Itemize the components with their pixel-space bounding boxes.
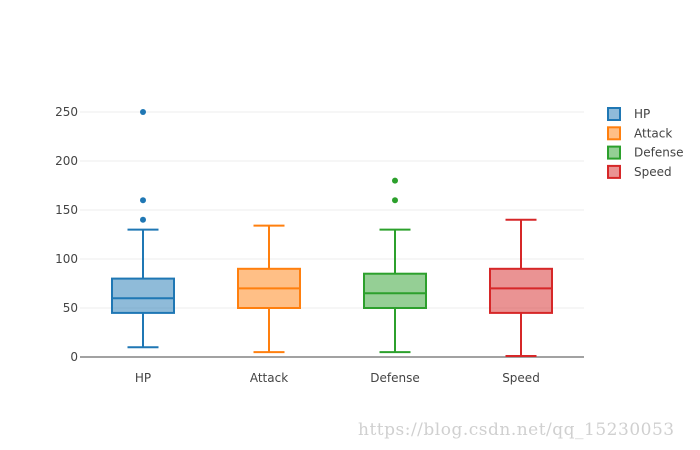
box-defense [363,177,427,354]
y-tick-label: 250 [55,105,78,119]
outlier-point [392,177,398,184]
legend-swatch [607,107,621,121]
legend-swatch [607,164,621,179]
y-tick-label: 150 [55,203,78,217]
box-speed [489,218,553,358]
y-tick-label: 100 [55,252,78,266]
outlier-point [140,197,146,204]
y-tick-label: 50 [63,301,78,315]
box-hp [111,109,175,349]
y-tick-label: 0 [70,350,78,364]
y-axis: 0 50 100 150 200 250 [55,105,584,364]
legend-label: HP [634,107,650,121]
box-body [489,267,553,314]
legend-label: Defense [634,146,683,160]
legend-label: Speed [634,165,672,179]
outlier-point [140,109,146,115]
outlier-point [392,197,398,204]
legend-item-defense: Defense [607,145,683,160]
x-tick-label: Attack [250,371,288,385]
watermark-text: https://blog.csdn.net/qq_15230053 [358,420,675,440]
box-attack [237,224,301,354]
legend-label: Attack [634,126,672,140]
x-tick-label: Speed [502,371,540,385]
legend-item-hp: HP [607,107,650,121]
legend-swatch [607,145,621,160]
box-body [111,277,175,314]
legend-item-speed: Speed [607,164,672,179]
box-series [111,109,553,358]
box-body [363,272,427,310]
x-tick-label: HP [135,371,151,385]
legend-swatch [607,126,621,141]
x-tick-label: Defense [370,371,419,385]
outlier-point [140,216,146,223]
legend-item-attack: Attack [607,126,672,141]
x-axis: HP Attack Defense Speed [135,371,540,385]
legend: HP Attack Defense Speed [607,107,683,179]
y-tick-label: 200 [55,154,78,168]
